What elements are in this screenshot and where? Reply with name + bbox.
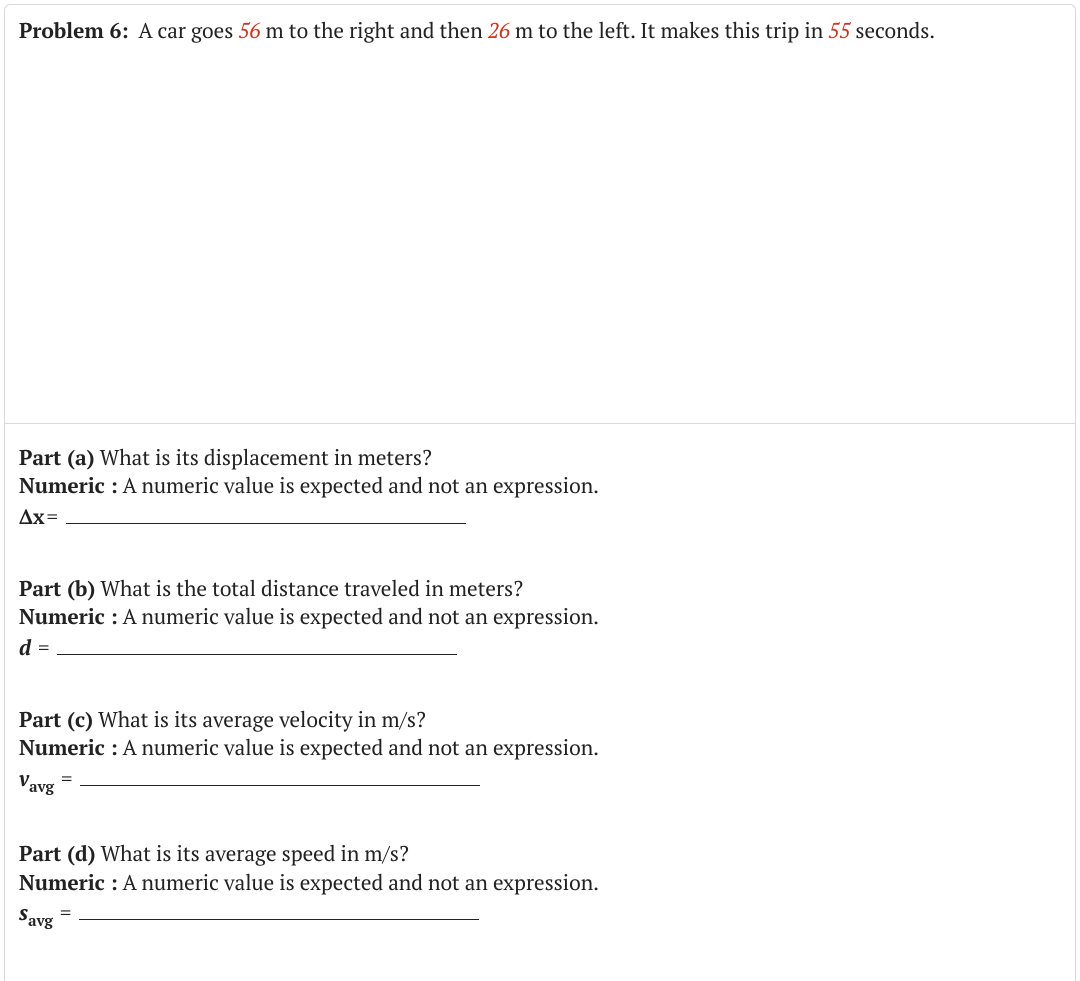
part-b-heading: Part (b) What is the total distance trav…	[19, 575, 1061, 603]
part-b-question: What is the total distance traveled in m…	[100, 575, 523, 603]
part-a-label: Part (a)	[19, 444, 95, 472]
numeric-label: Numeric :	[19, 603, 118, 631]
numeric-hint: A numeric value is expected and not an e…	[122, 472, 599, 500]
equals-sign: =	[47, 503, 58, 531]
part-d-hint: Numeric : A numeric value is expected an…	[19, 869, 1061, 897]
equals-sign: =	[56, 765, 72, 793]
statement-text-3: m to the left. It makes this trip in	[515, 17, 823, 45]
value-distance-left: 26	[488, 17, 510, 45]
part-d-variable: s	[19, 899, 28, 927]
part-b: Part (b) What is the total distance trav…	[19, 575, 1061, 662]
value-distance-right: 56	[238, 17, 260, 45]
part-c-label: Part (c)	[19, 706, 93, 734]
part-a-blank[interactable]	[66, 503, 466, 524]
part-b-blank[interactable]	[57, 634, 457, 655]
value-time: 55	[828, 17, 850, 45]
part-d-question: What is its average speed in m/s?	[101, 840, 409, 868]
part-c: Part (c) What is its average velocity in…	[19, 706, 1061, 796]
part-d-heading: Part (d) What is its average speed in m/…	[19, 840, 1061, 868]
part-d-answer-line: savg =	[19, 899, 1061, 931]
equals-sign: =	[55, 899, 71, 927]
part-a: Part (a) What is its displacement in met…	[19, 444, 1061, 531]
statement-text-4: seconds.	[855, 17, 935, 45]
part-a-hint: Numeric : A numeric value is expected an…	[19, 472, 1061, 500]
numeric-label: Numeric :	[19, 869, 118, 897]
part-c-heading: Part (c) What is its average velocity in…	[19, 706, 1061, 734]
problem-statement: Problem 6: A car goes 56 m to the right …	[5, 5, 1075, 424]
part-c-question: What is its average velocity in m/s?	[98, 706, 426, 734]
problem-label: Problem 6:	[19, 17, 129, 45]
part-a-answer-line: Δx=	[19, 503, 1061, 531]
part-c-blank[interactable]	[80, 765, 480, 786]
part-a-variable: Δx	[19, 503, 45, 531]
part-b-hint: Numeric : A numeric value is expected an…	[19, 603, 1061, 631]
part-c-hint: Numeric : A numeric value is expected an…	[19, 734, 1061, 762]
part-c-answer-line: vavg =	[19, 765, 1061, 797]
part-d-blank[interactable]	[79, 899, 479, 920]
part-d-subscript: avg	[28, 911, 53, 931]
part-d: Part (d) What is its average speed in m/…	[19, 840, 1061, 930]
statement-text-2: m to the right and then	[266, 17, 483, 45]
parts-container: Part (a) What is its displacement in met…	[5, 424, 1075, 981]
part-b-label: Part (b)	[19, 575, 95, 603]
numeric-hint: A numeric value is expected and not an e…	[122, 869, 599, 897]
equals-sign: =	[33, 634, 49, 662]
numeric-hint: A numeric value is expected and not an e…	[122, 734, 599, 762]
numeric-label: Numeric :	[19, 734, 118, 762]
problem-container: Problem 6: A car goes 56 m to the right …	[4, 4, 1076, 981]
part-d-label: Part (d)	[19, 840, 95, 868]
part-a-heading: Part (a) What is its displacement in met…	[19, 444, 1061, 472]
part-b-answer-line: d =	[19, 634, 1061, 662]
part-a-question: What is its displacement in meters?	[100, 444, 432, 472]
numeric-label: Numeric :	[19, 472, 118, 500]
part-b-variable: d	[19, 634, 31, 662]
part-c-subscript: avg	[29, 777, 54, 797]
part-c-variable: v	[19, 765, 29, 793]
statement-text-1: A car goes	[138, 17, 233, 45]
numeric-hint: A numeric value is expected and not an e…	[122, 603, 599, 631]
